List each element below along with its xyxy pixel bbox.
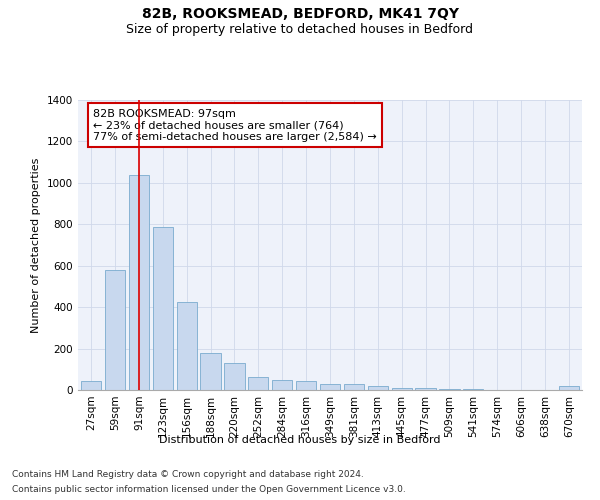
Bar [296, 380, 316, 390]
Y-axis label: Number of detached properties: Number of detached properties [31, 158, 41, 332]
Text: Distribution of detached houses by size in Bedford: Distribution of detached houses by size … [159, 435, 441, 445]
Bar [248, 377, 268, 390]
Bar [392, 388, 412, 390]
Bar [200, 353, 221, 390]
Bar [152, 228, 173, 390]
Bar [368, 386, 388, 390]
Text: 82B, ROOKSMEAD, BEDFORD, MK41 7QY: 82B, ROOKSMEAD, BEDFORD, MK41 7QY [142, 8, 458, 22]
Bar [129, 174, 149, 390]
Bar [320, 384, 340, 390]
Bar [272, 380, 292, 390]
Text: 82B ROOKSMEAD: 97sqm
← 23% of detached houses are smaller (764)
77% of semi-deta: 82B ROOKSMEAD: 97sqm ← 23% of detached h… [93, 108, 377, 142]
Text: Contains HM Land Registry data © Crown copyright and database right 2024.: Contains HM Land Registry data © Crown c… [12, 470, 364, 479]
Text: Size of property relative to detached houses in Bedford: Size of property relative to detached ho… [127, 22, 473, 36]
Bar [439, 389, 460, 390]
Bar [224, 364, 245, 390]
Text: Contains public sector information licensed under the Open Government Licence v3: Contains public sector information licen… [12, 485, 406, 494]
Bar [559, 386, 579, 390]
Bar [81, 380, 101, 390]
Bar [176, 302, 197, 390]
Bar [105, 270, 125, 390]
Bar [344, 384, 364, 390]
Bar [415, 388, 436, 390]
